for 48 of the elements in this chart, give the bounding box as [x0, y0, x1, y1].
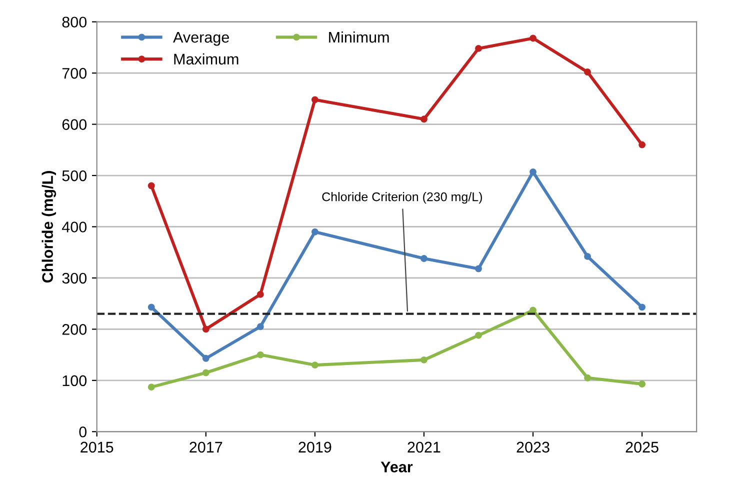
y-tick-label: 800	[62, 16, 87, 28]
legend-label: Average	[173, 32, 229, 46]
point	[530, 168, 536, 176]
point	[148, 304, 155, 311]
point	[475, 265, 482, 272]
point	[638, 304, 646, 311]
x-tick-label: 2021	[408, 442, 440, 453]
annotation: Chloride Criterion (230 mg/L)	[322, 192, 482, 204]
x-tick-label: 2017	[190, 442, 222, 453]
x-tick-label: 2015	[80, 442, 114, 453]
point	[475, 44, 482, 52]
point	[584, 374, 592, 382]
legend-label: Maximum	[174, 53, 238, 65]
y-tick-label: 400	[62, 222, 87, 232]
point	[530, 306, 536, 314]
point	[148, 182, 155, 190]
point	[530, 34, 536, 42]
point	[638, 380, 646, 388]
x-tick-label: 2019	[298, 442, 332, 453]
y-tick-label: 500	[62, 170, 87, 182]
point	[256, 351, 264, 358]
point	[420, 356, 428, 364]
point	[148, 384, 155, 391]
point	[256, 323, 264, 330]
y-axis-title: Chloride (mg/L)	[42, 171, 56, 283]
x-tick-label: 2023	[516, 442, 550, 453]
point	[202, 326, 210, 333]
y-tick-label: 300	[62, 272, 87, 284]
point	[638, 141, 646, 148]
point	[420, 116, 428, 123]
y-tick-label: 200	[62, 324, 87, 335]
point	[311, 228, 318, 236]
y-tick-label: 700	[62, 68, 87, 79]
point	[420, 255, 428, 262]
point	[475, 332, 482, 339]
legend-label: Minimum	[329, 31, 389, 43]
point	[256, 290, 264, 298]
point	[202, 369, 210, 376]
point	[311, 362, 318, 369]
point	[584, 68, 592, 76]
x-tick-label: 2025	[626, 442, 658, 453]
y-tick-label: 100	[62, 375, 87, 386]
y-tick-label: 600	[62, 119, 87, 130]
y-tick-label: 0	[79, 426, 87, 438]
point	[584, 252, 592, 260]
point	[311, 96, 318, 104]
x-axis-title: Year	[380, 462, 413, 472]
point	[202, 354, 210, 362]
